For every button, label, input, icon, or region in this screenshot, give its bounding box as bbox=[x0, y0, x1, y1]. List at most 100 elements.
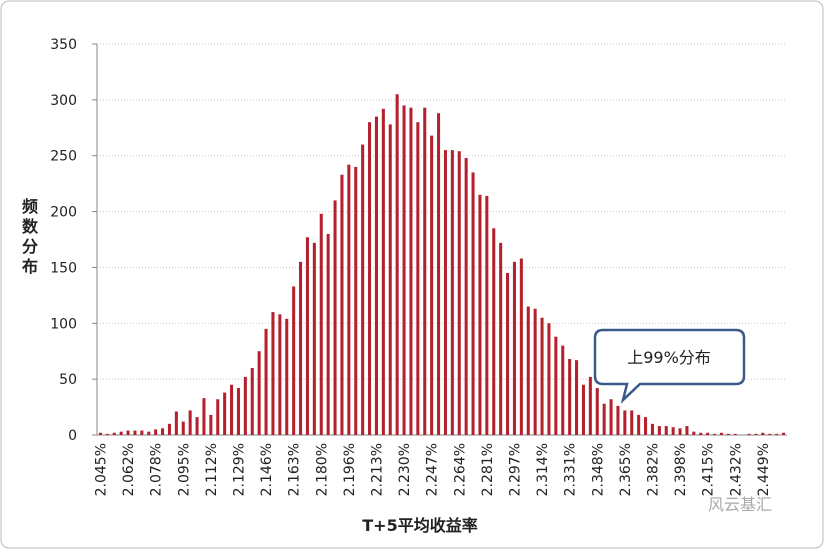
bar bbox=[340, 174, 344, 435]
callout: 上99%分布 bbox=[593, 328, 746, 404]
bar bbox=[540, 317, 544, 435]
callout-box bbox=[593, 328, 746, 404]
bar bbox=[726, 433, 730, 435]
y-tick-label: 350 bbox=[50, 37, 77, 53]
bar bbox=[561, 345, 565, 435]
bar bbox=[519, 258, 523, 435]
bar bbox=[278, 314, 282, 435]
y-tick-label: 100 bbox=[50, 316, 77, 332]
bar bbox=[119, 431, 123, 435]
bar bbox=[257, 351, 261, 435]
bar bbox=[154, 429, 158, 435]
x-tick-label: 2.415% bbox=[701, 443, 717, 496]
bar bbox=[209, 414, 213, 435]
bar bbox=[471, 172, 475, 435]
bar bbox=[243, 376, 247, 435]
bar bbox=[644, 417, 648, 435]
bar bbox=[733, 433, 737, 435]
x-tick-label: 2.213% bbox=[369, 443, 385, 496]
watermark: 风云基汇 bbox=[708, 495, 772, 514]
bar bbox=[478, 194, 482, 435]
bar bbox=[595, 388, 599, 435]
bar bbox=[167, 423, 171, 435]
x-tick-label: 2.062% bbox=[121, 443, 137, 496]
bar bbox=[768, 433, 772, 435]
bar bbox=[333, 200, 337, 435]
bar bbox=[223, 392, 227, 435]
bar bbox=[312, 242, 316, 435]
x-tick-label: 2.247% bbox=[425, 443, 441, 496]
bar bbox=[664, 426, 668, 435]
x-tick-label: 2.281% bbox=[480, 443, 496, 496]
bar bbox=[264, 328, 268, 435]
bar bbox=[713, 433, 717, 435]
bar bbox=[230, 384, 234, 435]
y-tick-label: 150 bbox=[50, 260, 77, 276]
bar bbox=[699, 432, 703, 435]
bar bbox=[202, 398, 206, 435]
x-tick-label: 2.331% bbox=[563, 443, 579, 496]
x-tick-label: 2.449% bbox=[756, 443, 772, 496]
bar bbox=[161, 428, 165, 435]
x-tick-label: 2.180% bbox=[314, 443, 330, 496]
bar bbox=[236, 388, 240, 435]
bar bbox=[512, 261, 516, 435]
bar bbox=[368, 122, 372, 435]
bar bbox=[581, 384, 585, 435]
bar bbox=[464, 157, 468, 435]
bar bbox=[754, 433, 758, 435]
bar bbox=[181, 421, 185, 435]
bar bbox=[285, 318, 289, 435]
bar bbox=[326, 233, 330, 435]
y-axis-title: 频数分布 bbox=[22, 197, 39, 276]
bar bbox=[299, 261, 303, 435]
bar bbox=[147, 431, 151, 435]
y-tick-label: 250 bbox=[50, 149, 77, 165]
y-tick-label: 50 bbox=[59, 372, 77, 388]
x-tick-label: 2.078% bbox=[149, 443, 165, 496]
bar bbox=[782, 432, 786, 435]
bar bbox=[775, 433, 779, 435]
bar bbox=[133, 430, 137, 435]
bar bbox=[706, 432, 710, 435]
y-tick-label: 200 bbox=[50, 205, 77, 221]
x-tick-label: 2.297% bbox=[507, 443, 523, 496]
bar bbox=[657, 426, 661, 435]
x-tick-label: 2.398% bbox=[673, 443, 689, 496]
bar bbox=[174, 411, 178, 435]
bar bbox=[361, 144, 365, 436]
bar bbox=[250, 367, 254, 435]
bar bbox=[492, 228, 496, 435]
bar bbox=[409, 107, 413, 436]
bar bbox=[305, 237, 309, 435]
bar bbox=[685, 426, 689, 435]
bars bbox=[98, 94, 786, 436]
bar bbox=[485, 195, 489, 435]
bar bbox=[416, 122, 420, 435]
bar bbox=[188, 410, 192, 435]
x-tick-label: 2.146% bbox=[259, 443, 275, 496]
bar bbox=[105, 433, 109, 435]
bar bbox=[719, 432, 723, 435]
x-tick-label: 2.348% bbox=[590, 443, 606, 496]
bar bbox=[588, 376, 592, 435]
bar bbox=[443, 150, 447, 435]
bar bbox=[747, 433, 751, 435]
bar bbox=[437, 113, 441, 436]
bar bbox=[554, 336, 558, 435]
bar bbox=[430, 135, 434, 435]
bar bbox=[499, 242, 503, 435]
bar bbox=[354, 166, 358, 435]
bar bbox=[347, 164, 351, 435]
bar bbox=[761, 432, 765, 435]
y-tick-label: 0 bbox=[68, 428, 77, 444]
x-tick-label: 2.095% bbox=[176, 443, 192, 496]
bar bbox=[271, 312, 275, 435]
callout-text: 上99%分布 bbox=[627, 348, 711, 367]
bar bbox=[140, 430, 144, 435]
bar bbox=[112, 432, 116, 435]
x-tick-label: 2.129% bbox=[231, 443, 247, 496]
bar bbox=[319, 213, 323, 435]
x-axis-title: T+5平均收益率 bbox=[362, 516, 477, 535]
x-tick-label: 2.365% bbox=[618, 443, 634, 496]
